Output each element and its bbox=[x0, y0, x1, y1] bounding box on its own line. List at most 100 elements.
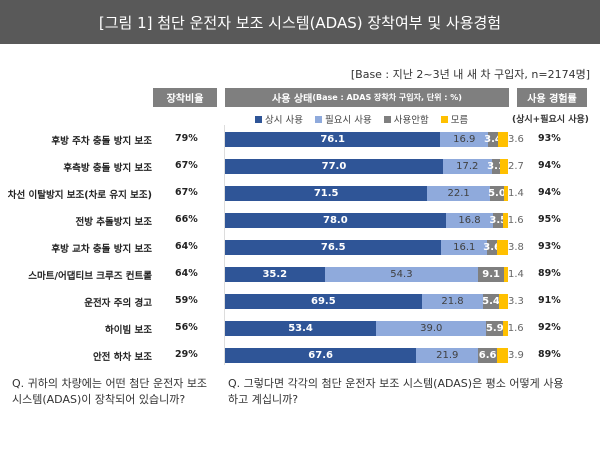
install-rate: 56% bbox=[175, 322, 198, 333]
legend-item: 사용안함 bbox=[383, 112, 429, 126]
base-note: [Base : 지난 2~3년 내 새 차 구입자, n=2174명] bbox=[350, 68, 590, 81]
chart-row: 운전자 주의 경고 59% 91% 69.5 21.8 5.4 3.3 bbox=[0, 294, 600, 310]
data-label: 6.6 bbox=[478, 350, 497, 361]
bar-segment: 3.8 bbox=[497, 240, 524, 255]
category-label: 후방 교차 충돌 방지 보조 bbox=[51, 244, 152, 255]
experience-subtitle: (상시+필요시 사용) bbox=[512, 115, 589, 125]
bar-segment: 76.5 bbox=[225, 240, 442, 255]
experience-rate: 89% bbox=[538, 268, 561, 279]
legend: 상시 사용 필요시 사용 사용안함 모름 bbox=[255, 112, 468, 126]
legend-item: 상시 사용 bbox=[255, 112, 303, 126]
chart-row: 하이빔 보조 56% 92% 53.4 39.0 5.9 1.6 bbox=[0, 321, 600, 337]
category-label: 전방 추돌방지 보조 bbox=[75, 217, 152, 228]
data-label: 35.2 bbox=[262, 269, 288, 280]
data-label: 3.1 bbox=[487, 161, 505, 172]
bar-segment: 5.0 bbox=[488, 186, 506, 201]
category-label: 안전 하차 보조 bbox=[92, 352, 152, 363]
data-label: 3.5 bbox=[489, 215, 508, 226]
data-label: 5.0 bbox=[488, 188, 506, 199]
axis-line bbox=[224, 125, 225, 365]
data-label: 16.9 bbox=[453, 134, 476, 145]
bar-segment: 21.8 bbox=[421, 294, 484, 309]
bar-segment: 16.8 bbox=[445, 213, 494, 228]
data-label: 78.0 bbox=[323, 215, 348, 226]
header-usage-status-title: 사용 상태 bbox=[272, 94, 313, 105]
data-label: 69.5 bbox=[310, 296, 336, 307]
bar-segment: 77.0 bbox=[225, 159, 443, 174]
data-label: 3.3 bbox=[507, 296, 524, 307]
bar-segment: 1.4 bbox=[504, 186, 524, 201]
experience-rate: 95% bbox=[538, 214, 561, 225]
data-label: 3.6 bbox=[507, 134, 524, 145]
legend-item: 필요시 사용 bbox=[314, 112, 372, 126]
data-label: 76.1 bbox=[320, 134, 346, 145]
data-label: 16.1 bbox=[453, 242, 476, 253]
experience-rate: 92% bbox=[538, 322, 561, 333]
data-label: 54.3 bbox=[390, 269, 413, 280]
bar-segment: 21.9 bbox=[416, 348, 479, 363]
data-label: 3.9 bbox=[507, 350, 524, 361]
bar-segment: 16.9 bbox=[440, 132, 489, 147]
header-experience-rate: 사용 경험률 bbox=[517, 88, 587, 107]
install-rate: 59% bbox=[175, 295, 198, 306]
bar-segment: 1.4 bbox=[504, 267, 524, 282]
install-rate: 64% bbox=[175, 241, 198, 252]
data-label: 1.6 bbox=[507, 215, 524, 226]
install-rate: 66% bbox=[175, 214, 198, 225]
data-label: 76.5 bbox=[320, 242, 346, 253]
experience-rate: 93% bbox=[538, 133, 561, 144]
data-label: 1.6 bbox=[507, 323, 524, 334]
install-rate: 29% bbox=[175, 349, 198, 360]
bar-segment: 16.1 bbox=[441, 240, 488, 255]
bar-segment: 2.7 bbox=[500, 159, 524, 174]
data-label: 22.1 bbox=[447, 188, 470, 199]
legend-swatch bbox=[440, 116, 448, 123]
category-label: 하이빔 보조 bbox=[104, 325, 152, 336]
bar-segment: 6.6 bbox=[478, 348, 497, 363]
data-label: 21.8 bbox=[441, 296, 464, 307]
category-label: 후방 주차 충돌 방지 보조 bbox=[51, 136, 152, 147]
bar-segment: 22.1 bbox=[427, 186, 490, 201]
header-usage-status: 사용 상태 (Base : ADAS 장착차 구입자, 단위 : %) bbox=[225, 88, 509, 107]
install-rate: 64% bbox=[175, 268, 198, 279]
experience-rate: 94% bbox=[538, 187, 561, 198]
bar-segment: 1.6 bbox=[503, 321, 524, 336]
bar-segment: 3.4 bbox=[484, 132, 502, 147]
bar-segment: 17.2 bbox=[442, 159, 492, 174]
install-rate: 67% bbox=[175, 187, 198, 198]
category-label: 차선 이탈방지 보조(차로 유지 보조) bbox=[7, 190, 152, 201]
experience-rate: 91% bbox=[538, 295, 561, 306]
install-rate: 67% bbox=[175, 160, 198, 171]
bar-segment: 5.4 bbox=[482, 294, 500, 309]
bar-segment: 39.0 bbox=[376, 321, 487, 336]
data-label: 2.7 bbox=[507, 161, 524, 172]
question-1: Q. 귀하의 차량에는 어떤 첨단 운전자 보조 시스템(ADAS)이 장착되어… bbox=[12, 377, 208, 406]
data-label: 39.0 bbox=[420, 323, 443, 334]
legend-label: 모름 bbox=[450, 115, 469, 126]
category-label: 후측방 충돌 방지 보조 bbox=[63, 163, 152, 174]
bar-segment: 3.9 bbox=[496, 348, 524, 363]
data-label: 3.6 bbox=[483, 242, 501, 253]
legend-label: 사용안함 bbox=[393, 115, 429, 126]
bar-segment: 76.1 bbox=[225, 132, 441, 147]
bar-segment: 9.1 bbox=[478, 267, 505, 282]
data-label: 1.4 bbox=[507, 188, 524, 199]
experience-rate: 94% bbox=[538, 160, 561, 171]
data-label: 17.2 bbox=[456, 161, 479, 172]
bar-segment: 78.0 bbox=[225, 213, 446, 228]
header-install-rate: 장착비율 bbox=[153, 88, 217, 107]
chart-row: 후방 교차 충돌 방지 보조 64% 93% 76.5 16.1 3.6 3.8 bbox=[0, 240, 600, 256]
bar-segment: 53.4 bbox=[225, 321, 377, 336]
chart-row: 스마트/어댑티브 크루즈 컨트롤 64% 89% 35.2 54.3 9.1 1.4 bbox=[0, 267, 600, 283]
data-label: 67.6 bbox=[308, 350, 333, 361]
experience-rate: 93% bbox=[538, 241, 561, 252]
bar-segment: 3.1 bbox=[487, 159, 505, 174]
bar-segment: 69.5 bbox=[225, 294, 422, 309]
chart-row: 후방 주차 충돌 방지 보조 79% 93% 76.1 16.9 3.4 3.6 bbox=[0, 132, 600, 148]
bar-segment: 3.6 bbox=[483, 240, 501, 255]
chart-row: 차선 이탈방지 보조(차로 유지 보조) 67% 94% 71.5 22.1 5.0 1.4 bbox=[0, 186, 600, 202]
bar-segment: 5.9 bbox=[486, 321, 504, 336]
legend-label: 필요시 사용 bbox=[324, 115, 372, 126]
bar-segment: 71.5 bbox=[225, 186, 428, 201]
category-label: 스마트/어댑티브 크루즈 컨트롤 bbox=[28, 271, 152, 282]
